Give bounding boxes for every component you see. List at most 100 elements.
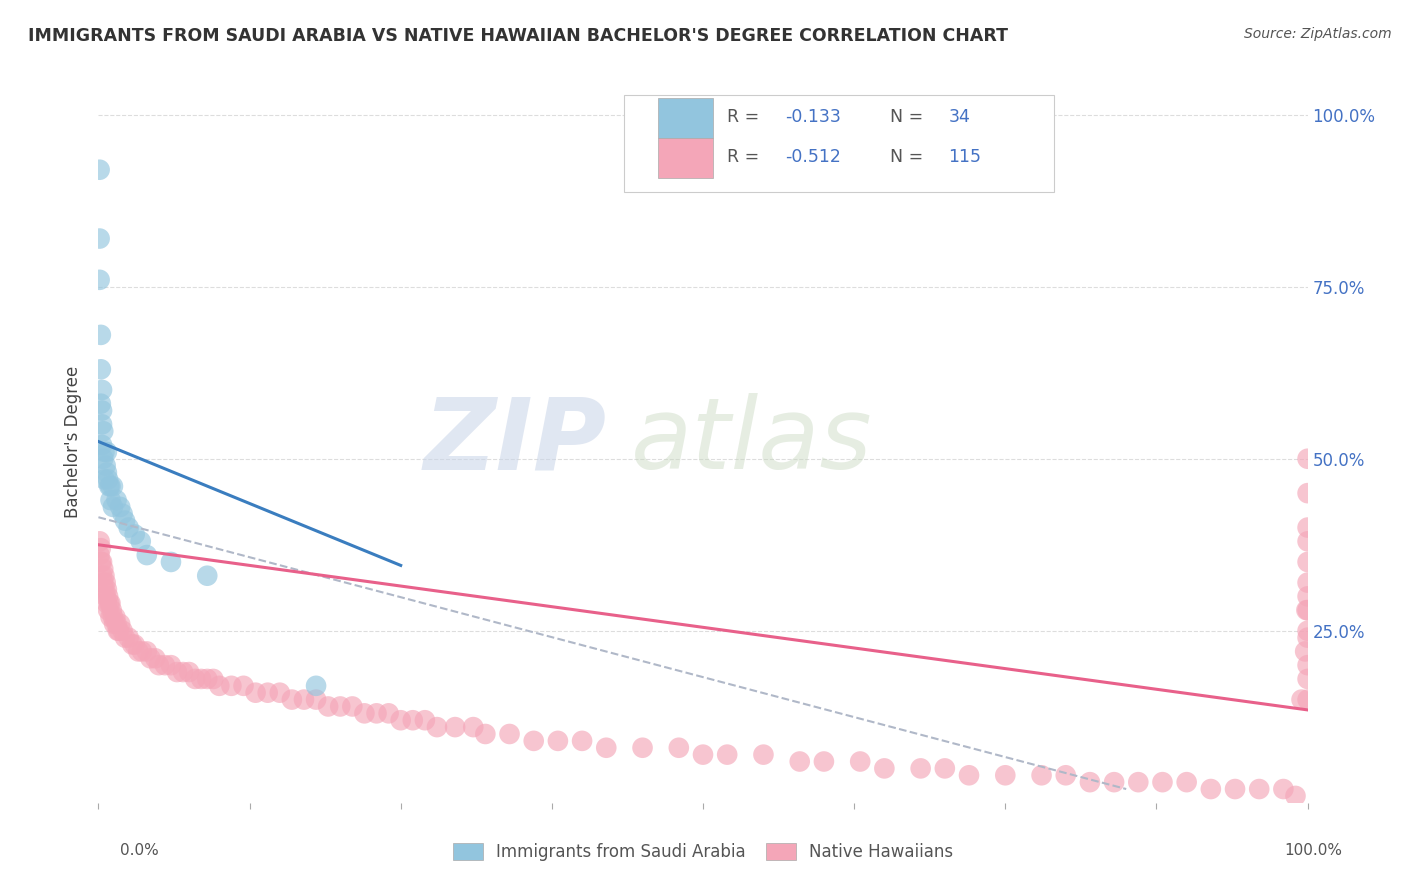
Point xyxy=(172,665,194,679)
Point xyxy=(245,686,267,700)
Point xyxy=(305,692,328,706)
Point xyxy=(1031,768,1053,782)
Point xyxy=(91,568,114,582)
Point xyxy=(105,616,128,631)
Point xyxy=(91,575,114,590)
Point xyxy=(118,631,141,645)
Point xyxy=(91,438,114,452)
Point xyxy=(202,672,225,686)
Point xyxy=(93,472,115,486)
Point xyxy=(1128,775,1150,789)
Point xyxy=(316,699,339,714)
Text: R =: R = xyxy=(727,109,765,127)
Point xyxy=(101,500,124,514)
Point xyxy=(1296,603,1319,617)
Point xyxy=(124,638,146,652)
Point xyxy=(571,734,593,748)
Point xyxy=(93,445,115,459)
Point xyxy=(93,582,115,597)
Point xyxy=(208,679,231,693)
Point xyxy=(873,761,896,775)
Point xyxy=(90,555,112,569)
Point xyxy=(190,672,212,686)
Point xyxy=(195,672,218,686)
Point xyxy=(934,761,956,775)
Point xyxy=(148,658,170,673)
Point xyxy=(292,692,315,706)
Text: IMMIGRANTS FROM SAUDI ARABIA VS NATIVE HAWAIIAN BACHELOR'S DEGREE CORRELATION CH: IMMIGRANTS FROM SAUDI ARABIA VS NATIVE H… xyxy=(28,27,1008,45)
Point xyxy=(1295,603,1317,617)
Point xyxy=(1296,555,1319,569)
Text: 34: 34 xyxy=(949,109,970,127)
Point xyxy=(1175,775,1198,789)
Point xyxy=(89,534,111,549)
Point xyxy=(1296,590,1319,604)
Point xyxy=(127,644,149,658)
Point xyxy=(96,445,118,459)
Text: R =: R = xyxy=(727,148,765,167)
Point xyxy=(813,755,835,769)
Point xyxy=(89,548,111,562)
Point xyxy=(160,658,183,673)
Legend: Immigrants from Saudi Arabia, Native Hawaiians: Immigrants from Saudi Arabia, Native Haw… xyxy=(446,836,960,868)
Point xyxy=(221,679,243,693)
Point xyxy=(91,424,114,438)
FancyBboxPatch shape xyxy=(658,138,713,178)
Point xyxy=(1291,692,1313,706)
Point xyxy=(195,568,218,582)
Point xyxy=(101,479,124,493)
Point xyxy=(281,692,304,706)
Point xyxy=(90,397,112,411)
Point xyxy=(1296,631,1319,645)
Point xyxy=(143,651,166,665)
Point xyxy=(789,755,811,769)
Point xyxy=(118,520,141,534)
Point xyxy=(426,720,449,734)
Text: Source: ZipAtlas.com: Source: ZipAtlas.com xyxy=(1244,27,1392,41)
Point xyxy=(402,713,425,727)
Point xyxy=(135,644,157,658)
Point xyxy=(752,747,775,762)
Point xyxy=(90,362,112,376)
Point xyxy=(1102,775,1125,789)
Text: N =: N = xyxy=(890,148,929,167)
Point xyxy=(1223,782,1246,797)
Point xyxy=(1054,768,1077,782)
Point xyxy=(114,631,136,645)
Point xyxy=(105,493,128,508)
Point xyxy=(108,624,131,638)
Point xyxy=(153,658,176,673)
Point xyxy=(90,541,112,556)
Point xyxy=(91,562,114,576)
Point xyxy=(121,638,143,652)
Text: N =: N = xyxy=(890,109,929,127)
Point xyxy=(90,327,112,342)
Text: 115: 115 xyxy=(949,148,981,167)
Point xyxy=(124,527,146,541)
Point xyxy=(166,665,188,679)
Point xyxy=(104,610,127,624)
Point xyxy=(96,466,118,480)
Point xyxy=(100,493,122,508)
Point xyxy=(100,596,122,610)
Point xyxy=(1294,644,1316,658)
Point xyxy=(1296,672,1319,686)
Point xyxy=(108,500,131,514)
Point xyxy=(98,596,121,610)
Point xyxy=(184,672,207,686)
Point xyxy=(1199,782,1222,797)
Point xyxy=(94,575,117,590)
Point xyxy=(377,706,399,721)
Point xyxy=(1296,520,1319,534)
Point xyxy=(595,740,617,755)
FancyBboxPatch shape xyxy=(624,95,1053,193)
Point xyxy=(96,582,118,597)
Point xyxy=(668,740,690,755)
Point xyxy=(329,699,352,714)
Point xyxy=(91,403,114,417)
Point xyxy=(631,740,654,755)
Text: 0.0%: 0.0% xyxy=(120,843,159,858)
Point xyxy=(91,555,114,569)
Point xyxy=(93,568,115,582)
Point xyxy=(108,616,131,631)
